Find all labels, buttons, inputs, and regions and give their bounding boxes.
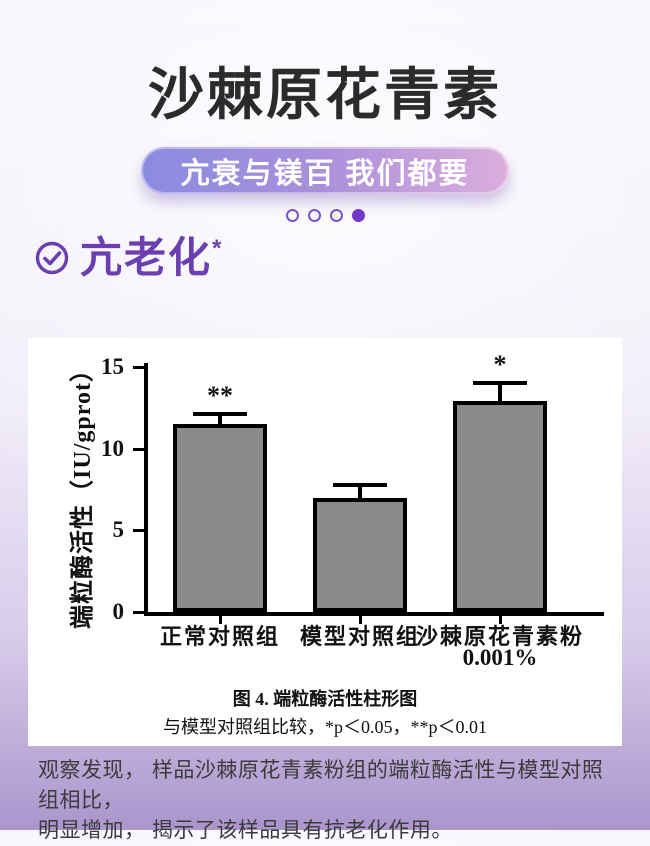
error-bar-stem <box>218 414 222 425</box>
category-sublabel: 0.001% <box>462 645 538 670</box>
carousel-dot[interactable] <box>307 209 321 222</box>
error-bar-cap <box>333 483 387 488</box>
page-title: 沙棘原花青素 <box>148 65 502 127</box>
carousel-dot-active[interactable] <box>351 209 365 222</box>
significance-marker: * <box>493 350 507 380</box>
carousel-dot[interactable] <box>285 209 299 222</box>
y-axis-tick-label: 15 <box>101 354 124 379</box>
footer-conclusion: 观察发现， 样品沙棘原花青素粉组的端粒酶活性与模型对照组相比， 明显增加， 揭示… <box>38 756 624 846</box>
carousel-dot[interactable] <box>329 209 343 222</box>
footer-line-2: 明显增加， 揭示了该样品具有抗老化作用。 <box>38 819 453 842</box>
section-asterisk: * <box>212 235 224 262</box>
error-bar-stem <box>498 383 502 402</box>
significance-marker: ** <box>207 381 233 411</box>
check-circle-icon <box>34 240 70 276</box>
category-label: 模型对照组 <box>299 624 420 649</box>
bar <box>313 497 407 612</box>
x-axis-tick <box>218 616 222 624</box>
y-axis-title: 端粒酶活性（IU/gprot） <box>70 357 96 629</box>
y-axis-tick-label: 5 <box>112 517 125 543</box>
error-bar-cap <box>473 381 527 386</box>
error-bar-stem <box>358 485 362 498</box>
footer-line-1: 观察发现， 样品沙棘原花青素粉组的端粒酶活性与模型对照组相比， <box>38 759 604 812</box>
y-axis-tick <box>133 611 144 614</box>
y-axis-tick <box>133 366 144 369</box>
y-axis-tick-label: 10 <box>101 435 124 461</box>
category-label: 沙棘原花青素粉 <box>415 624 584 649</box>
section-title: 亢老化* <box>80 234 224 281</box>
x-axis-tick <box>498 616 502 624</box>
y-axis-tick <box>133 447 144 451</box>
chart-caption: 图 4. 端粒酶活性柱形图 <box>232 689 418 709</box>
carousel-dots <box>0 209 650 223</box>
x-axis-line <box>144 612 604 616</box>
bar <box>173 424 267 612</box>
error-bar-cap <box>193 412 247 417</box>
x-axis-tick <box>358 616 362 624</box>
y-axis-line <box>144 363 148 616</box>
subtitle-banner: 亢衰与镁百 我们都要 <box>141 147 509 194</box>
subtitle-banner-text: 亢衰与镁百 我们都要 <box>180 157 470 190</box>
chart-card: 端粒酶活性（IU/gprot） 图 4. 端粒酶活性柱形图 与模型对照组比较，*… <box>28 338 622 746</box>
bar <box>453 401 547 612</box>
category-label: 正常对照组 <box>159 624 280 649</box>
section-header: 亢老化* <box>34 237 650 279</box>
y-axis-tick <box>133 529 144 533</box>
y-axis-tick-label: 0 <box>112 599 125 624</box>
chart-note: 与模型对照组比较，*p＜0.05，**p＜0.01 <box>163 717 487 737</box>
